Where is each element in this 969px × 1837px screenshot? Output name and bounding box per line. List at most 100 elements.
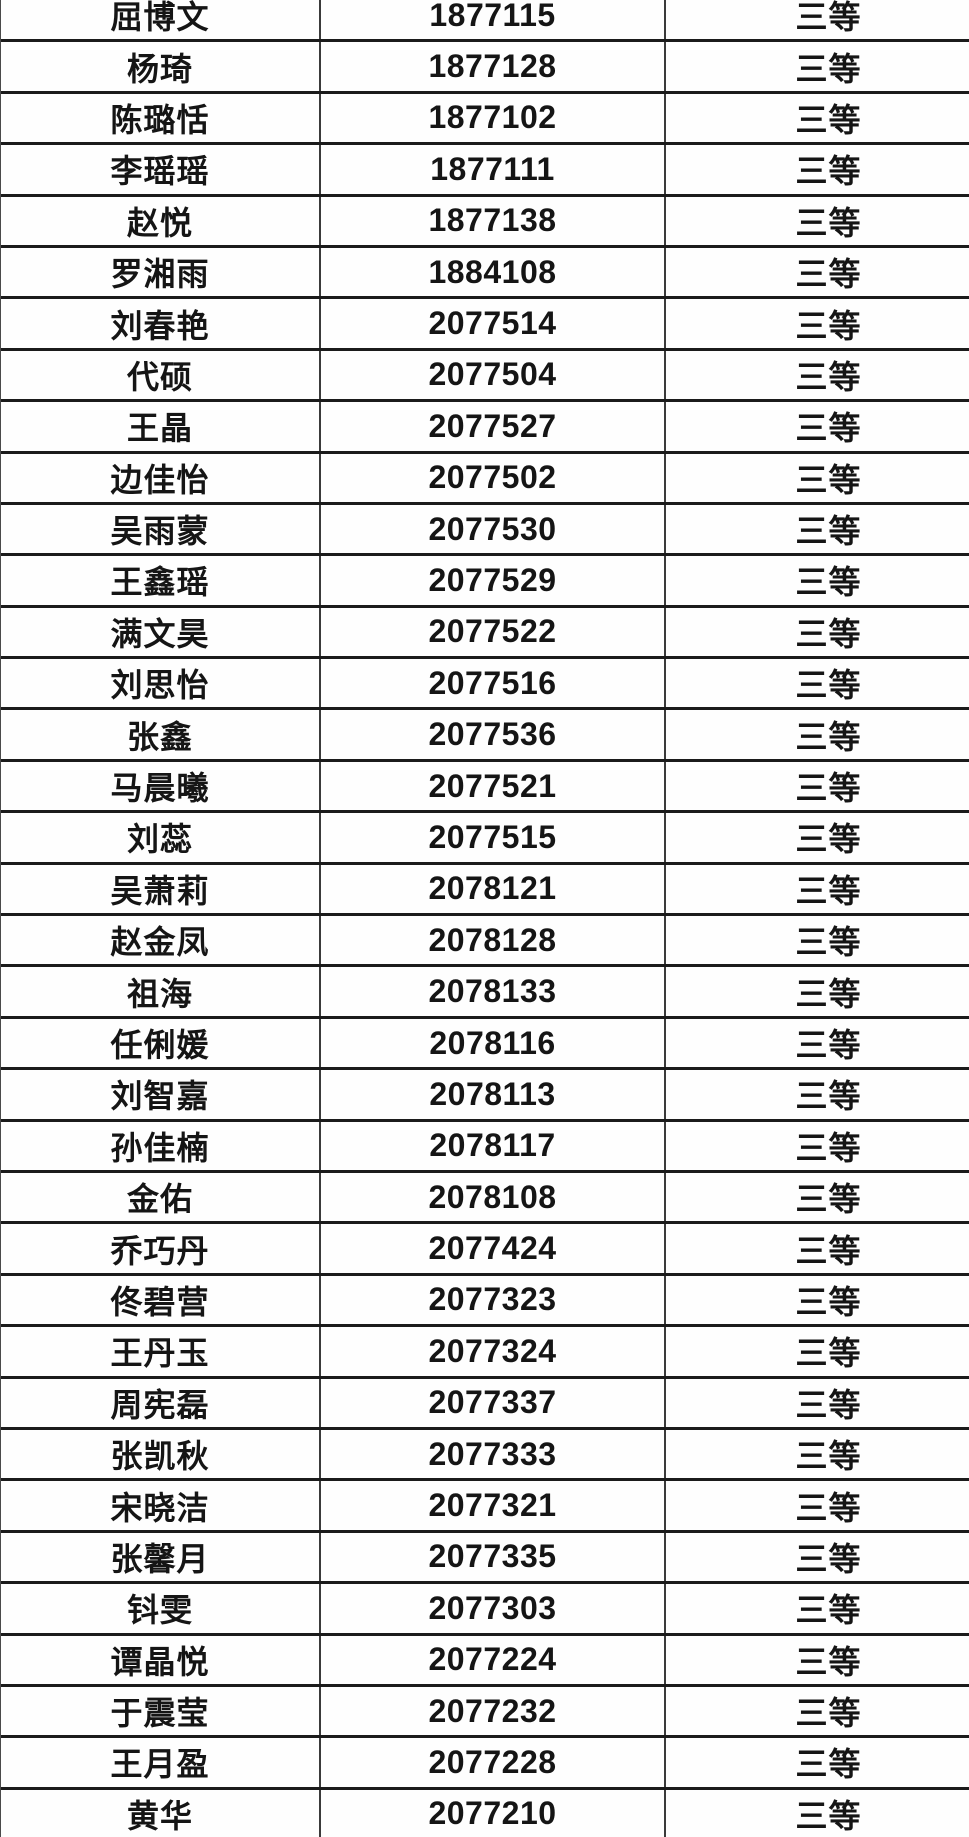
student-name: 任俐媛 [110,1027,210,1063]
table-row: 罗湘雨 1884108 三等 [1,247,969,300]
student-name: 黄华 [126,1797,193,1834]
table-row: 马晨曦 2077521 三等 [1,761,969,814]
student-id: 2077232 [319,1686,664,1736]
student-name: 刘春艳 [110,307,210,344]
award-grade: 三等 [664,145,969,194]
student-name: 马晨曦 [110,770,210,807]
table-row: 张馨月 2077335 三等 [1,1532,969,1585]
table-row: 李瑶瑶 1877111 三等 [1,145,969,197]
student-id: 2077335 [319,1532,664,1582]
award-grade: 三等 [664,1172,969,1222]
student-name: 赵金凤 [110,924,210,961]
student-id: 2077522 [319,607,664,657]
student-id: 2077324 [319,1327,664,1376]
table-row: 宋晓洁 2077321 三等 [1,1481,969,1533]
award-grade: 三等 [664,761,969,811]
table-row: 任俐媛 2078116 三等 [1,1018,969,1071]
table-row: 王丹玉 2077324 三等 [1,1327,969,1379]
table-row: 王月盈 2077228 三等 [1,1738,969,1790]
student-name: 张凯秋 [110,1438,210,1475]
student-name: 祖海 [126,975,193,1012]
student-name: 满文昊 [110,615,210,652]
student-name: 王丹玉 [110,1335,210,1372]
award-grade: 三等 [664,1070,969,1119]
student-name: 周宪磊 [110,1386,210,1423]
student-id: 2077228 [319,1738,664,1787]
student-name: 刘蕊 [126,821,193,858]
student-name: 屈博文 [110,0,210,36]
student-id: 2078121 [319,864,664,914]
student-id: 2077504 [319,350,664,400]
student-name: 罗湘雨 [110,256,210,293]
award-grade: 三等 [664,659,969,708]
award-grade: 三等 [664,607,969,657]
table-row: 祖海 2078133 三等 [1,967,969,1019]
table-row: 佟碧营 2077323 三等 [1,1275,969,1328]
student-name: 刘思怡 [110,667,210,704]
student-id: 2077502 [319,453,664,502]
table-row: 代硕 2077504 三等 [1,350,969,403]
student-name: 于震莹 [110,1695,210,1732]
student-name: 吴雨蒙 [110,513,210,550]
award-grade: 三等 [664,247,969,297]
award-grade: 三等 [664,1224,969,1273]
student-id: 2077224 [319,1635,664,1684]
student-name: 陈璐恬 [110,101,210,138]
award-grade: 三等 [664,1738,969,1787]
student-name: 张鑫 [126,718,193,755]
table-row: 乔巧丹 2077424 三等 [1,1224,969,1276]
award-grade: 三等 [664,1327,969,1376]
award-grade: 三等 [664,1532,969,1582]
award-grade: 三等 [664,42,969,91]
student-id: 2078113 [319,1070,664,1119]
award-grade: 三等 [664,1789,969,1837]
award-grade: 三等 [664,967,969,1016]
table-row: 金佑 2078108 三等 [1,1172,969,1225]
table-row: 刘蕊 2077515 三等 [1,813,969,865]
table-row: 边佳怡 2077502 三等 [1,453,969,505]
student-id: 2077210 [319,1789,664,1837]
student-id: 2077527 [319,402,664,451]
student-name: 谭晶悦 [110,1643,210,1680]
table-row: 黄华 2077210 三等 [1,1789,969,1837]
award-grade: 三等 [664,1275,969,1325]
student-id: 1877111 [319,145,664,194]
table-row: 王鑫瑶 2077529 三等 [1,556,969,608]
award-grade: 三等 [664,402,969,451]
table-row: 吴雨蒙 2077530 三等 [1,504,969,557]
student-name: 刘智嘉 [110,1078,210,1115]
table-row: 刘智嘉 2078113 三等 [1,1070,969,1122]
award-grade: 三等 [664,813,969,862]
student-id: 2078117 [319,1121,664,1170]
student-id: 2077514 [319,299,664,348]
award-grade: 三等 [664,916,969,965]
table-row: 满文昊 2077522 三等 [1,607,969,660]
table-row: 杨琦 1877128 三等 [1,42,969,94]
award-grade: 三等 [664,299,969,348]
table-row: 吴萧莉 2078121 三等 [1,864,969,917]
student-id: 1877115 [319,0,664,40]
table-row: 王晶 2077527 三等 [1,402,969,454]
student-name: 王鑫瑶 [110,564,210,601]
student-name: 边佳怡 [110,461,210,498]
student-name: 金佑 [126,1181,193,1218]
student-id: 2077321 [319,1481,664,1530]
student-id: 2078128 [319,916,664,965]
student-name: 王月盈 [110,1746,210,1783]
award-grade: 三等 [664,93,969,143]
student-name: 乔巧丹 [110,1232,210,1269]
award-grade: 三等 [664,864,969,914]
student-name: 张馨月 [110,1540,210,1577]
award-grade: 三等 [664,1481,969,1530]
table-row: 陈璐恬 1877102 三等 [1,93,969,146]
table-row: 张鑫 2077536 三等 [1,710,969,762]
student-name: 李瑶瑶 [110,153,210,190]
student-id: 2077530 [319,504,664,554]
table-row: 赵悦 1877138 三等 [1,196,969,248]
award-grade: 三等 [664,1584,969,1633]
student-id: 2077515 [319,813,664,862]
table-row: 赵金凤 2078128 三等 [1,916,969,968]
student-name: 孙佳楠 [110,1129,210,1166]
table-row: 刘思怡 2077516 三等 [1,659,969,711]
